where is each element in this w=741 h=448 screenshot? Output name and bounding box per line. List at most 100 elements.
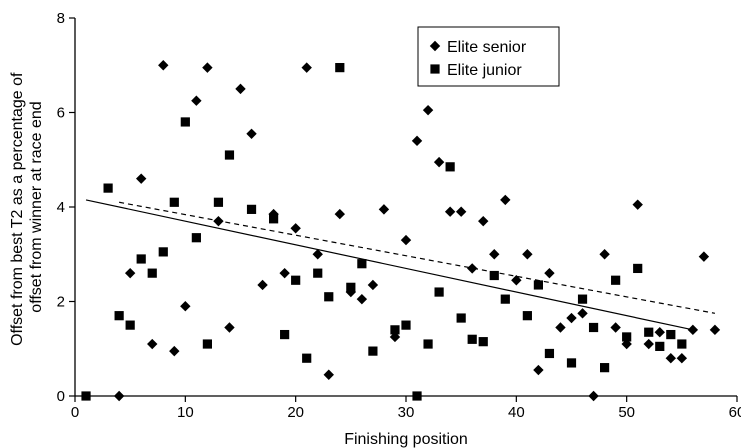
- data-point-senior: [489, 249, 500, 260]
- data-point-senior: [433, 156, 445, 168]
- data-point-junior: [611, 275, 621, 285]
- data-point-junior: [434, 287, 444, 297]
- data-point-senior: [566, 312, 577, 324]
- data-point-senior: [202, 62, 213, 73]
- data-point-senior: [411, 135, 423, 147]
- data-point-senior: [577, 308, 588, 319]
- data-point-junior: [357, 259, 367, 269]
- data-point-senior: [478, 215, 489, 227]
- y-tick-label: 0: [57, 388, 65, 405]
- data-points: [81, 60, 721, 402]
- data-point-senior: [422, 104, 434, 116]
- data-point-senior: [191, 95, 202, 106]
- data-point-junior: [313, 268, 323, 278]
- x-tick-label: 10: [177, 404, 194, 421]
- data-point-junior: [224, 150, 235, 160]
- data-point-junior: [566, 358, 577, 368]
- data-point-junior: [544, 348, 555, 359]
- x-axis-ticks: 0 10 20 30 40 50 60: [71, 396, 741, 421]
- data-point-senior: [676, 353, 688, 364]
- data-point-junior: [291, 275, 301, 285]
- x-axis-title: Finishing position: [344, 431, 468, 448]
- data-point-senior: [334, 208, 345, 220]
- data-point-senior: [665, 353, 676, 364]
- data-point-senior: [213, 215, 224, 227]
- axes: 0 10 20 30 40 50 60 0 2 4 6 8: [57, 10, 741, 421]
- y-tick-label: 2: [57, 294, 65, 311]
- y-tick-label: 8: [57, 10, 65, 27]
- data-point-senior: [246, 128, 257, 139]
- data-point-senior: [147, 338, 158, 350]
- data-point-senior: [555, 322, 566, 333]
- y-axis-title-line-2: offset from winner at race end: [28, 101, 45, 312]
- data-point-junior: [533, 280, 543, 290]
- y-tick-label: 4: [57, 199, 65, 216]
- data-point-senior: [180, 301, 191, 312]
- data-point-junior: [644, 327, 654, 337]
- data-point-junior: [324, 292, 334, 302]
- data-point-junior: [136, 254, 146, 264]
- data-point-senior: [455, 206, 467, 217]
- data-point-senior: [599, 249, 610, 260]
- data-point-senior: [687, 324, 699, 336]
- data-point-junior: [622, 332, 632, 342]
- data-point-junior: [633, 263, 643, 274]
- data-point-senior: [367, 279, 379, 291]
- data-point-senior: [169, 345, 180, 357]
- data-point-senior: [312, 249, 323, 260]
- data-point-senior: [632, 199, 643, 210]
- data-point-senior: [544, 267, 555, 279]
- data-point-senior: [698, 251, 710, 262]
- legend-box: [417, 26, 560, 87]
- data-point-junior: [158, 247, 168, 257]
- data-point-senior: [378, 204, 390, 215]
- data-point-senior: [290, 223, 301, 234]
- data-point-senior: [224, 322, 235, 333]
- data-point-senior: [444, 206, 456, 217]
- data-point-senior: [533, 364, 544, 376]
- data-point-senior: [400, 234, 412, 246]
- data-point-junior: [280, 329, 290, 340]
- data-point-senior: [356, 293, 368, 305]
- legend-label-elite-junior: Elite junior: [447, 62, 522, 79]
- data-point-senior: [654, 327, 665, 338]
- data-point-junior: [147, 268, 157, 278]
- trendlines: [85, 199, 716, 331]
- data-point-junior: [577, 294, 588, 304]
- data-point-junior: [489, 270, 499, 281]
- x-tick-label: 0: [71, 404, 79, 421]
- legend: Elite senior Elite junior: [417, 26, 560, 87]
- x-tick-label: 20: [287, 404, 304, 421]
- data-point-senior: [709, 324, 721, 336]
- trendline-solid: [85, 199, 693, 331]
- data-point-senior: [257, 279, 268, 291]
- x-tick-label: 60: [729, 404, 741, 421]
- data-point-senior: [610, 322, 621, 333]
- data-point-junior: [445, 162, 455, 172]
- legend-marker-elite-senior: [429, 40, 441, 52]
- data-point-junior: [103, 183, 113, 193]
- data-point-junior: [401, 320, 411, 330]
- data-point-junior: [246, 204, 257, 214]
- data-point-senior: [643, 338, 654, 350]
- data-point-senior: [500, 194, 511, 206]
- x-tick-label: 30: [398, 404, 415, 421]
- data-point-junior: [213, 197, 224, 207]
- y-tick-label: 6: [57, 105, 65, 122]
- data-point-junior: [191, 233, 201, 243]
- data-point-senior: [301, 62, 312, 73]
- data-point-junior: [655, 341, 665, 351]
- data-point-junior: [456, 313, 466, 323]
- data-point-senior: [511, 275, 522, 286]
- data-point-junior: [390, 325, 400, 335]
- data-point-junior: [423, 339, 433, 349]
- x-tick-label: 40: [508, 404, 525, 421]
- y-axis-title-line-1: Offset from best T2 as a percentage of: [9, 72, 26, 346]
- data-point-junior: [125, 320, 135, 330]
- data-point-senior: [235, 83, 246, 95]
- data-point-junior: [412, 391, 422, 401]
- y-axis-ticks: 0 2 4 6 8: [57, 10, 75, 405]
- data-point-senior: [124, 267, 136, 279]
- data-point-junior: [478, 337, 488, 347]
- data-point-junior: [346, 282, 356, 292]
